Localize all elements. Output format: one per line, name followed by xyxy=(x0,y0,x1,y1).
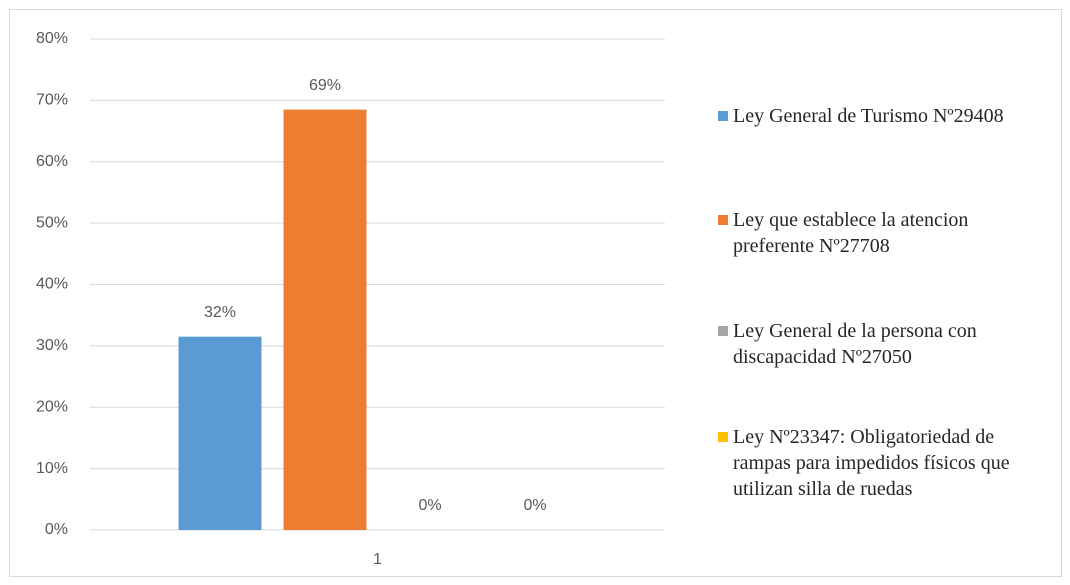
y-tick-label: 70% xyxy=(36,92,68,109)
y-tick-label: 40% xyxy=(36,276,68,293)
legend-label: Ley Nº23347: Obligatoriedad de rampas pa… xyxy=(733,426,1010,500)
data-label: 69% xyxy=(309,77,341,94)
legend-item: Ley Nº23347: Obligatoriedad de rampas pa… xyxy=(718,424,1033,502)
y-tick-label: 30% xyxy=(36,337,68,354)
y-tick-label: 50% xyxy=(36,214,68,231)
legend-swatch xyxy=(718,111,728,121)
bar xyxy=(178,336,262,530)
legend-item: Ley que establece la atencion preferente… xyxy=(718,207,1033,259)
data-label: 32% xyxy=(204,304,236,321)
legend-swatch xyxy=(718,432,728,442)
data-label: 0% xyxy=(523,497,546,514)
legend-item: Ley General de la persona con discapacid… xyxy=(718,318,1033,370)
y-tick-label: 0% xyxy=(45,521,68,538)
data-label: 0% xyxy=(418,497,441,514)
legend-label: Ley General de Turismo Nº29408 xyxy=(733,105,1004,127)
bar xyxy=(283,109,367,531)
legend-label: Ley que establece la atencion preferente… xyxy=(733,209,969,257)
y-tick-label: 10% xyxy=(36,460,68,477)
legend-swatch xyxy=(718,215,728,225)
y-tick-label: 80% xyxy=(36,30,68,47)
chart-border xyxy=(9,9,1062,577)
legend-swatch xyxy=(718,326,728,336)
x-tick-label: 1 xyxy=(373,551,382,568)
y-tick-label: 60% xyxy=(36,153,68,170)
legend-label: Ley General de la persona con discapacid… xyxy=(733,320,977,368)
y-tick-label: 20% xyxy=(36,398,68,415)
legend-item: Ley General de Turismo Nº29408 xyxy=(718,103,1033,129)
